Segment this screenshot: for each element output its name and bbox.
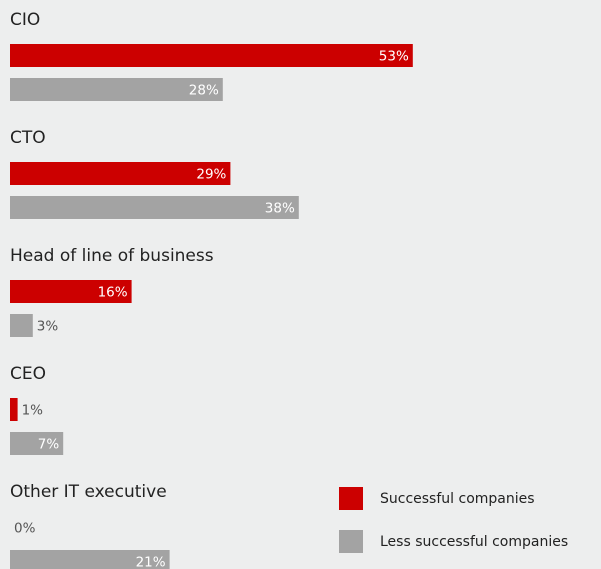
bar bbox=[10, 196, 299, 219]
value-label: 38% bbox=[265, 201, 295, 217]
value-label: 0% bbox=[14, 521, 36, 537]
bar bbox=[10, 432, 64, 455]
category-label: CIO bbox=[10, 10, 40, 30]
value-label: 21% bbox=[136, 555, 166, 569]
legend-label: Successful companies bbox=[380, 491, 535, 507]
category-label: Head of line of business bbox=[10, 246, 214, 266]
bar bbox=[10, 78, 223, 101]
value-label: 3% bbox=[37, 319, 59, 335]
value-label: 7% bbox=[38, 437, 60, 453]
bar bbox=[10, 44, 413, 67]
legend-label: Less successful companies bbox=[380, 534, 568, 550]
category-label: CTO bbox=[10, 128, 46, 148]
bar bbox=[10, 162, 231, 185]
value-label: 28% bbox=[189, 83, 219, 99]
bar bbox=[10, 314, 33, 337]
legend-swatch bbox=[339, 530, 363, 553]
value-label: 53% bbox=[379, 49, 409, 65]
bar bbox=[10, 280, 132, 303]
bar bbox=[10, 550, 170, 569]
value-label: 1% bbox=[22, 403, 44, 419]
value-label: 29% bbox=[196, 167, 226, 183]
value-label: 16% bbox=[98, 285, 128, 301]
category-label: CEO bbox=[10, 364, 46, 384]
legend-swatch bbox=[339, 487, 363, 510]
category-label: Other IT executive bbox=[10, 482, 167, 502]
bar bbox=[10, 398, 18, 421]
